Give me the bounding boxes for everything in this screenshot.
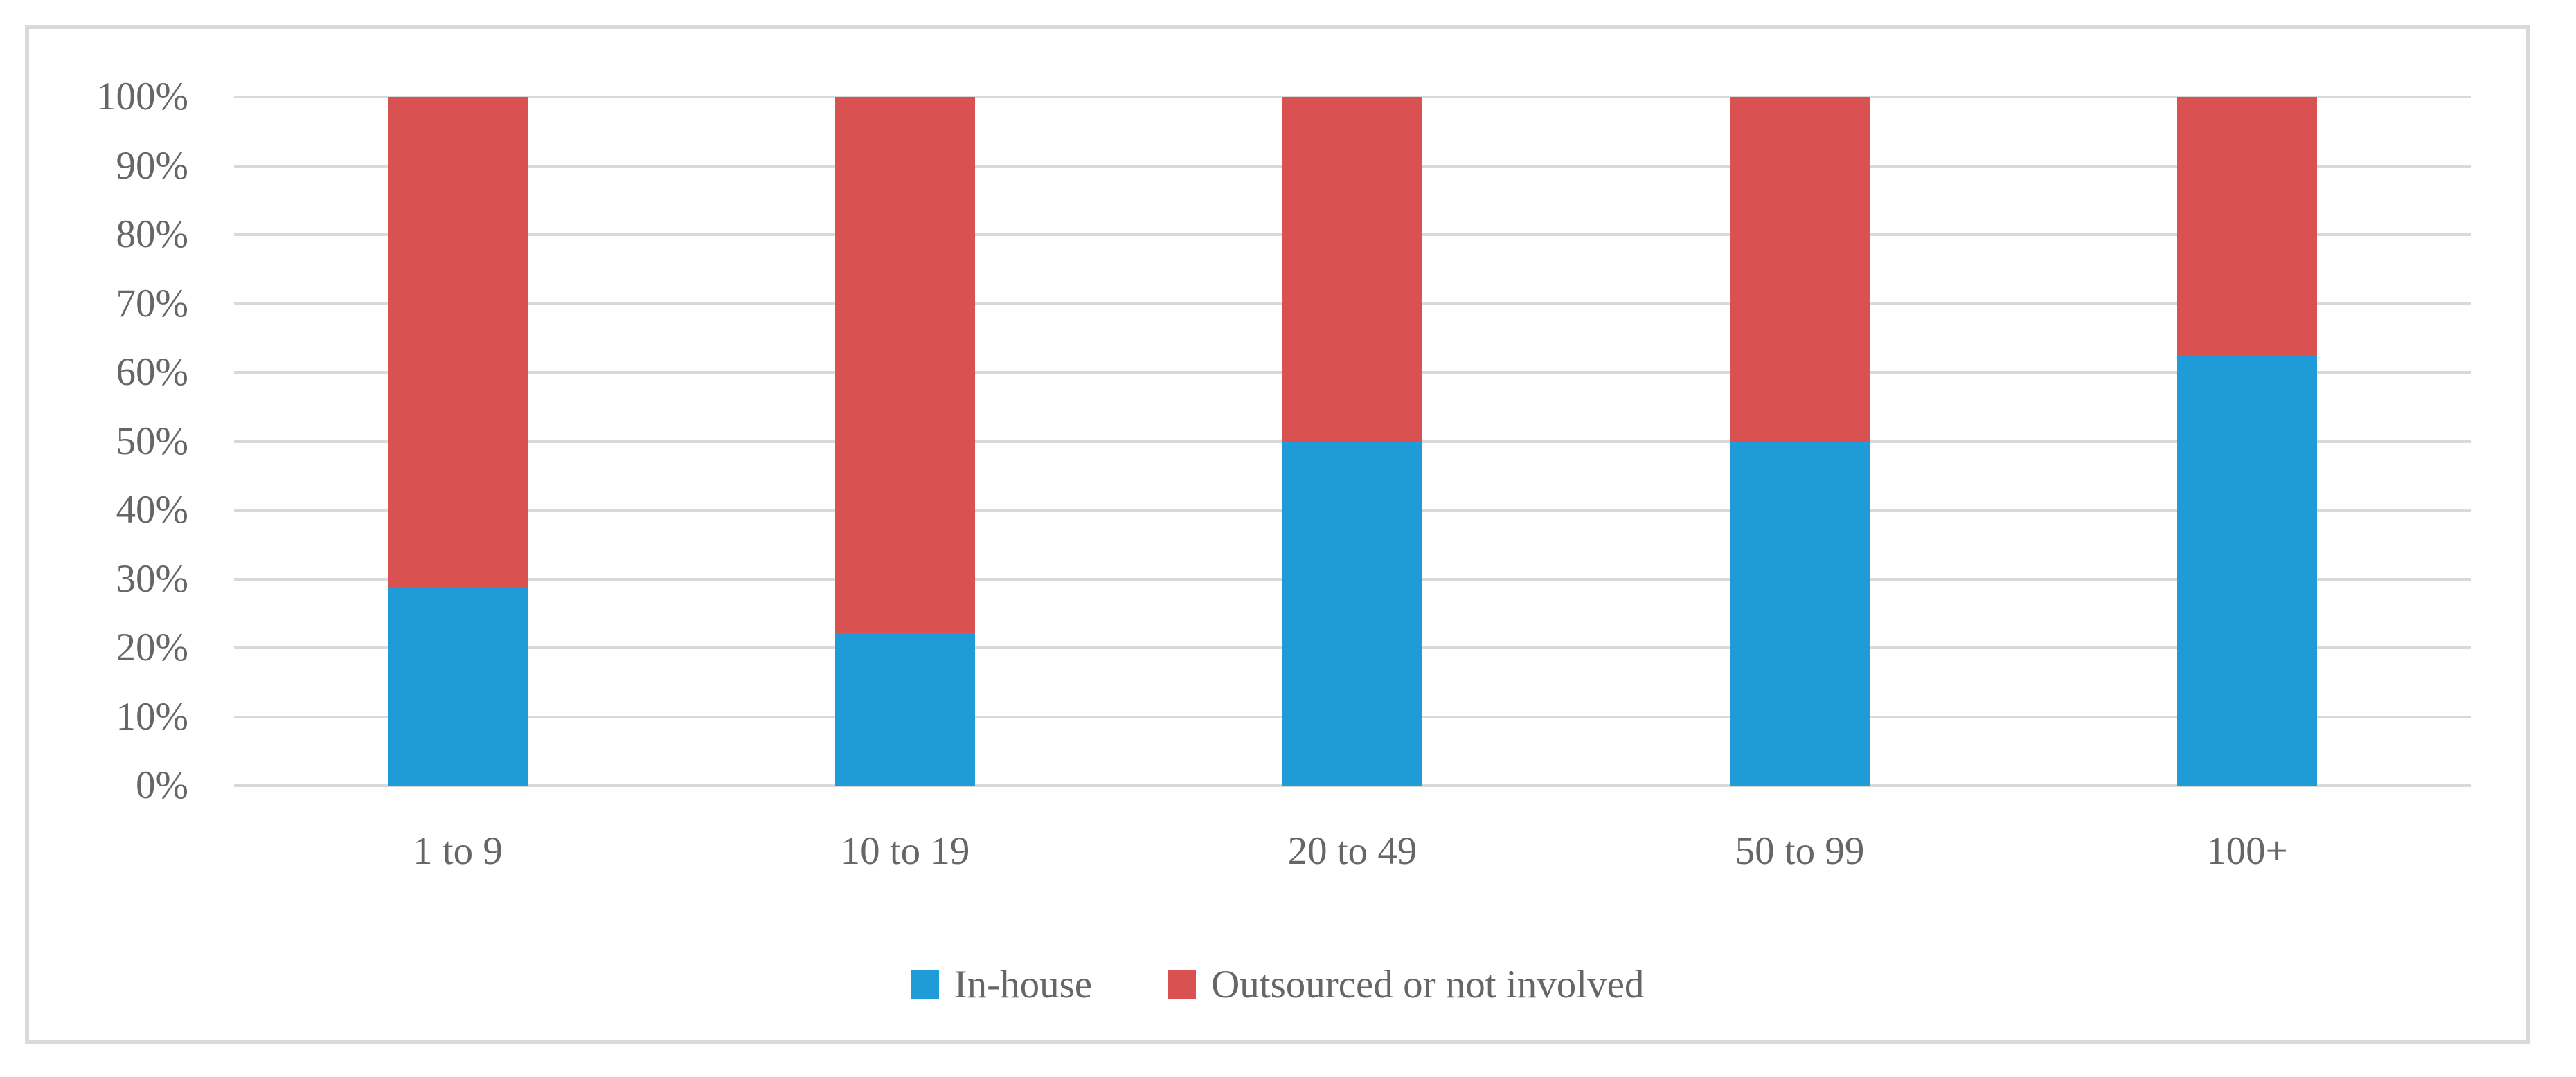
bar-segment-in-house bbox=[1730, 441, 1870, 786]
y-axis-tick-label: 100% bbox=[96, 75, 188, 118]
bar-segment-outsourced bbox=[2177, 97, 2317, 356]
bar-segment-outsourced bbox=[835, 97, 975, 633]
chart-figure: 0% 10% 20% 30% 40% 50% 60% 70% 80% 90% 100% 1 to 9… bbox=[25, 25, 2530, 1044]
y-axis-tick-label: 90% bbox=[116, 143, 188, 188]
bar-segment-outsourced bbox=[1282, 97, 1422, 442]
legend-item-in-house: In-house bbox=[911, 962, 1092, 1007]
y-axis-tick-label: 30% bbox=[116, 556, 188, 601]
x-axis-label: 1 to 9 bbox=[413, 829, 503, 873]
gridline bbox=[234, 784, 2471, 787]
x-axis-label: 20 to 49 bbox=[1287, 829, 1417, 873]
y-axis-tick-label: 0% bbox=[136, 763, 188, 807]
y-axis-tick-label: 50% bbox=[116, 419, 188, 463]
bar-segment-in-house bbox=[835, 633, 975, 786]
bar-group bbox=[1730, 97, 1870, 786]
legend-swatch-outsourced-icon bbox=[1168, 970, 1197, 999]
bar-segment-in-house bbox=[388, 588, 528, 786]
bar-segment-in-house bbox=[1282, 441, 1422, 786]
y-axis-tick-label: 80% bbox=[116, 212, 188, 256]
x-axis-label: 10 to 19 bbox=[840, 829, 970, 873]
bar-group bbox=[1282, 97, 1422, 786]
bar-group bbox=[835, 97, 975, 786]
legend-label-outsourced: Outsourced or not involved bbox=[1211, 963, 1645, 1006]
x-axis-label: 100+ bbox=[2206, 829, 2288, 873]
bar-group bbox=[388, 97, 528, 786]
bar-segment-outsourced bbox=[1730, 97, 1870, 442]
bar-group bbox=[2177, 97, 2317, 786]
y-axis-tick-label: 10% bbox=[116, 694, 188, 739]
x-axis-label: 50 to 99 bbox=[1735, 829, 1865, 873]
legend: In-house Outsourced or not involved bbox=[29, 962, 2526, 1007]
bar-segment-outsourced bbox=[388, 97, 528, 589]
y-axis-tick-label: 20% bbox=[116, 626, 188, 669]
legend-item-outsourced: Outsourced or not involved bbox=[1168, 962, 1644, 1007]
y-axis-tick-label: 60% bbox=[116, 350, 188, 394]
y-axis-tick-label: 40% bbox=[116, 488, 188, 532]
legend-swatch-in-house-icon bbox=[911, 970, 939, 999]
y-axis-tick-label: 70% bbox=[116, 281, 188, 325]
legend-label-in-house: In-house bbox=[954, 963, 1093, 1006]
bar-segment-in-house bbox=[2177, 355, 2317, 786]
